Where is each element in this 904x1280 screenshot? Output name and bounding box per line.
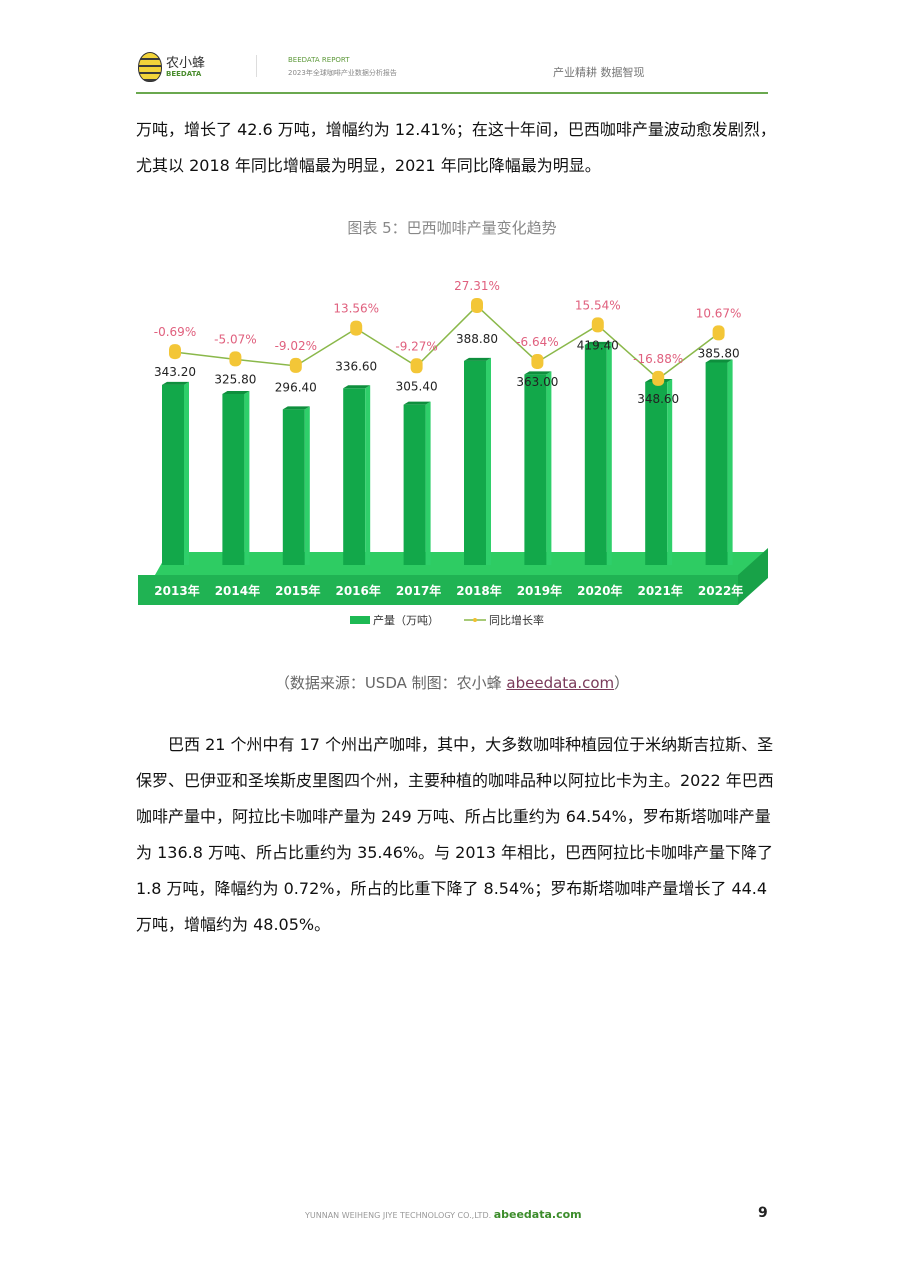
growth-label: 13.56% xyxy=(333,302,379,316)
paragraph-2: 巴西 21 个州中有 17 个州出产咖啡，其中，大多数咖啡种植园位于米纳斯吉拉斯… xyxy=(136,735,774,934)
growth-label: -0.69% xyxy=(154,325,196,339)
bar-2022年 xyxy=(705,362,728,565)
figure-caption: 图表 5：巴西咖啡产量变化趋势 xyxy=(347,219,557,237)
growth-marker xyxy=(169,344,181,360)
brand-logo: 农小蜂 BEEDATA xyxy=(138,52,205,82)
growth-label: 15.54% xyxy=(575,298,621,312)
legend-line-label: 同比增长率 xyxy=(489,613,544,627)
growth-marker xyxy=(350,320,363,336)
logo-sub: BEEDATA xyxy=(166,69,202,78)
growth-label: -9.02% xyxy=(275,339,317,353)
bar-side xyxy=(365,385,371,565)
source-link[interactable]: abeedata.com xyxy=(506,674,615,692)
x-tick-label: 2014年 xyxy=(215,583,260,598)
value-label: 336.60 xyxy=(335,359,377,373)
bar-side xyxy=(244,390,250,565)
footer-company: YUNNAN WEIHENG JIYE TECHNOLOGY CO.,LTD. xyxy=(305,1211,492,1220)
source-note: （数据来源：USDA 制图：农小蜂 abeedata.com） xyxy=(0,672,904,693)
growth-label: -5.07% xyxy=(214,332,256,346)
legend-bar-swatch xyxy=(350,616,370,624)
growth-marker xyxy=(471,297,483,313)
bar-top xyxy=(403,401,431,405)
header-divider xyxy=(256,55,257,77)
legend-line-marker xyxy=(473,618,477,622)
bar-top xyxy=(162,381,189,385)
growth-label: 27.31% xyxy=(454,279,500,293)
growth-label: -16.88% xyxy=(633,352,683,366)
growth-marker xyxy=(531,353,544,369)
bar-2015年 xyxy=(282,409,305,565)
bar-2021年 xyxy=(645,381,668,565)
growth-line xyxy=(174,304,720,380)
x-tick-label: 2022年 xyxy=(698,583,743,598)
value-label: 419.40 xyxy=(577,338,619,352)
bar-2018年 xyxy=(464,360,486,565)
bar-top xyxy=(524,371,552,375)
source-close: ） xyxy=(614,674,630,692)
legend-bar-label: 产量（万吨） xyxy=(373,613,439,627)
x-tick-label: 2015年 xyxy=(275,583,320,598)
bee-logo-icon xyxy=(138,52,162,82)
bar-side xyxy=(606,341,612,565)
bar-2020年 xyxy=(584,344,607,565)
header-slogan: 产业精耕 数据智现 xyxy=(553,66,645,79)
footer-site: abeedata.com xyxy=(493,1208,582,1221)
bar-side xyxy=(486,357,491,565)
paragraph-1: 万吨，增长了 42.6 万吨，增幅约为 12.41%；在这十年间，巴西咖啡产量波… xyxy=(136,120,776,175)
value-label: 343.20 xyxy=(154,365,196,379)
bar-side xyxy=(425,401,431,565)
bar-2016年 xyxy=(343,388,366,565)
growth-marker xyxy=(289,357,302,373)
x-tick-label: 2016年 xyxy=(335,583,380,598)
bar-top xyxy=(282,406,310,410)
report-title: 2023年全球咖啡产业数据分析报告 xyxy=(288,69,397,77)
report-label: BEEDATA REPORT xyxy=(288,56,350,64)
bar-side xyxy=(727,359,733,565)
value-label: 305.40 xyxy=(396,379,438,393)
bar-2014年 xyxy=(222,393,245,565)
bar-top xyxy=(705,359,733,363)
header-rule xyxy=(136,92,768,94)
growth-label: -6.64% xyxy=(516,335,558,349)
production-chart: -0.69% -5.07% -9.02% 13.56% -9.27% 27.31% -6.6… xyxy=(138,279,768,627)
source-text: （数据来源：USDA 制图：农小蜂 xyxy=(274,674,507,692)
bar-top xyxy=(464,357,491,361)
growth-marker xyxy=(591,317,604,333)
footer: YUNNAN WEIHENG JIYE TECHNOLOGY CO.,LTD. … xyxy=(305,1208,582,1221)
bar-top xyxy=(584,341,612,345)
platform-front xyxy=(138,575,738,605)
x-tick-label: 2019年 xyxy=(517,583,562,598)
page-number: 9 xyxy=(758,1205,768,1221)
bar-2017年 xyxy=(403,404,426,565)
growth-marker xyxy=(652,370,665,386)
bar-top xyxy=(222,390,250,394)
x-tick-label: 2021年 xyxy=(637,583,682,598)
value-label: 363.00 xyxy=(516,375,558,389)
bar-top xyxy=(343,385,371,389)
bar-2019年 xyxy=(524,374,547,565)
logo-text: 农小蜂 xyxy=(166,55,206,71)
growth-label: -9.27% xyxy=(395,339,437,353)
bar-2013年 xyxy=(162,384,184,565)
value-label: 325.80 xyxy=(214,372,256,386)
growth-marker xyxy=(410,358,423,374)
bar-side xyxy=(667,378,673,565)
x-tick-label: 2017年 xyxy=(396,583,441,598)
growth-label: 10.67% xyxy=(696,306,742,320)
value-label: 348.60 xyxy=(637,392,679,406)
value-label: 385.80 xyxy=(698,346,740,360)
x-tick-label: 2020年 xyxy=(577,583,622,598)
growth-marker xyxy=(712,325,725,341)
x-tick-label: 2018年 xyxy=(456,583,501,598)
value-label: 296.40 xyxy=(275,380,317,394)
growth-marker xyxy=(229,351,242,367)
x-tick-label: 2013年 xyxy=(154,583,199,598)
bar-side xyxy=(546,371,552,565)
platform-side xyxy=(738,548,768,605)
value-label: 388.80 xyxy=(456,332,498,346)
bar-side xyxy=(304,406,310,565)
bar-side xyxy=(184,381,189,565)
legend: 产量（万吨） 同比增长率 xyxy=(350,613,544,627)
